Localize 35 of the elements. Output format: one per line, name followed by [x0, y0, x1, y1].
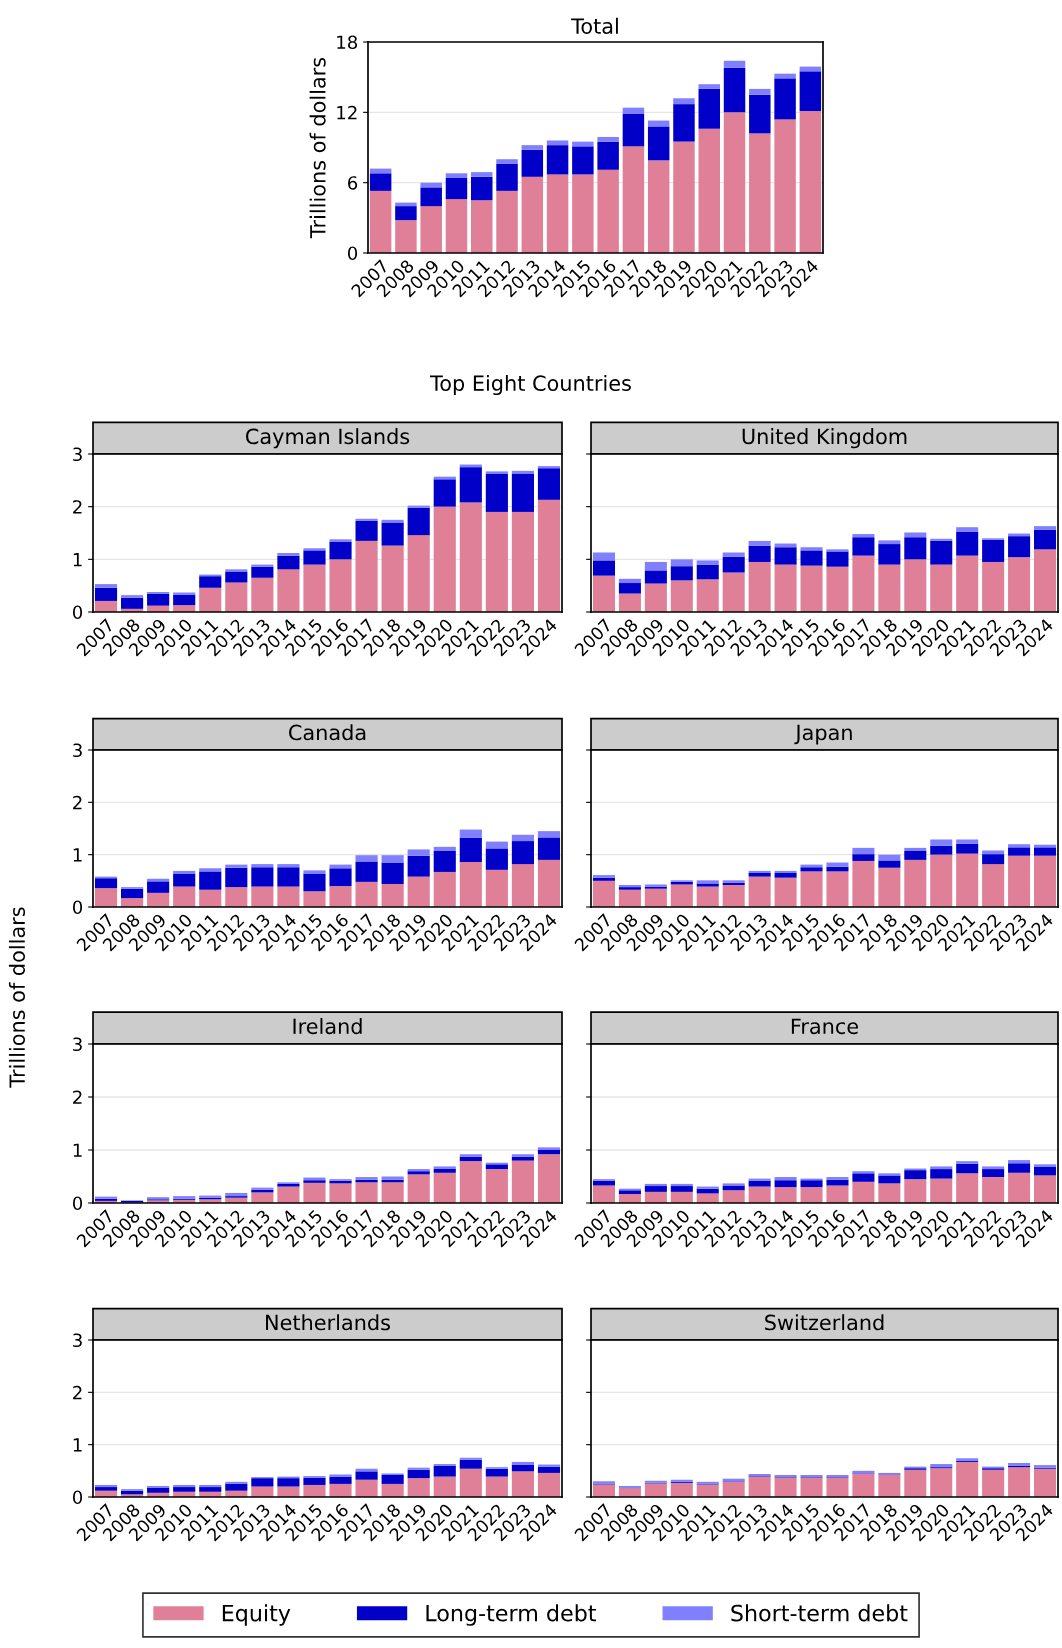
chart-title: Cayman Islands [245, 428, 410, 449]
y-tick-label: 3 [73, 743, 82, 758]
y-tick-label: 2 [73, 500, 82, 514]
chart-title: Netherlands [266, 1314, 390, 1331]
y-tick-label: 2 [73, 1090, 82, 1104]
y-tick-label: 0 [72, 605, 83, 620]
y-tick-label: 2 [73, 795, 82, 810]
chart-title: Total [571, 17, 618, 34]
chart-title: Canada [289, 724, 366, 741]
y-tick-label: 1 [73, 848, 82, 862]
legend-label: Short-term debt [731, 1604, 908, 1622]
legend-label: Long-term debt [426, 1604, 597, 1626]
y-tick-label: 1 [73, 1438, 82, 1452]
chart-title: Japan [794, 724, 852, 745]
y-tick-label: 1 [73, 1143, 82, 1157]
chart-title: United Kingdom [742, 428, 907, 449]
y-axis-title: Trillions of dollars [309, 57, 326, 239]
y-tick-label: 0 [347, 246, 358, 261]
y-tick-label: 3 [73, 1037, 82, 1052]
y-tick-label: 3 [73, 1333, 82, 1348]
y-tick-label: 6 [348, 176, 358, 190]
y-tick-label: 18 [337, 35, 358, 50]
y-tick-label: 3 [73, 447, 82, 462]
chart-title: Ireland [293, 1018, 362, 1035]
chart-title: Switzerland [765, 1314, 884, 1331]
y-tick-label: 1 [73, 553, 82, 567]
y-axis-title: Trillions of dollars [8, 907, 26, 1088]
chart-subtitle: Top Eight Countries [430, 374, 631, 396]
y-tick-label: 12 [337, 105, 357, 120]
y-tick-label: 0 [72, 900, 83, 915]
y-tick-label: 0 [72, 1490, 83, 1505]
y-tick-label: 2 [73, 1385, 82, 1400]
chart-title: France [791, 1018, 859, 1035]
legend-label: Equity [222, 1604, 291, 1626]
y-tick-label: 0 [72, 1196, 83, 1211]
